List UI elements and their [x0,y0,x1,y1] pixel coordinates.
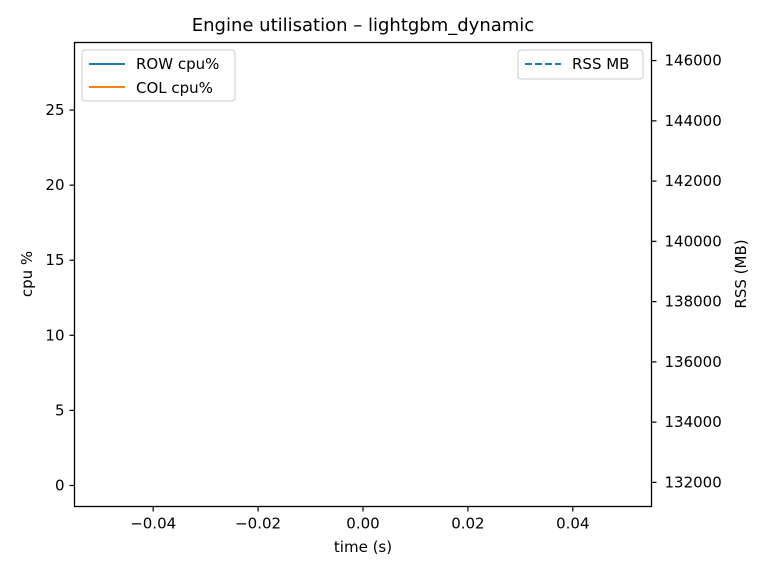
y-right-tick-label: 138000 [665,293,722,311]
legend-rss-label: RSS MB [572,55,629,73]
y-right-tick-label: 132000 [665,473,722,491]
y-right-tick-label: 136000 [665,353,722,371]
y-tick-label: 25 [45,101,64,119]
x-tick-label: 0.04 [556,515,589,533]
plot-area-frame [73,41,653,508]
x-tick-label: −0.02 [235,515,281,533]
legend-row-cpu-label: ROW cpu% [136,55,219,73]
legend-right-box [517,49,644,80]
x-tick-label: −0.04 [130,515,176,533]
legend-col-cpu-label: COL cpu% [136,79,213,97]
x-tick-label: 0.00 [346,515,379,533]
x-tick-label: 0.02 [451,515,484,533]
legend-right: RSS MB [517,49,644,80]
y-axis-label: cpu % [18,251,36,297]
legend-left-box [81,49,236,102]
y-right-tick-label: 140000 [665,232,722,250]
y-tick-label: 10 [45,326,64,344]
y-axis-ticks: 0 5 10 15 20 25 [45,101,75,494]
x-axis-label: time (s) [334,538,392,556]
y-tick-label: 20 [45,176,64,194]
y-right-axis-label: RSS (MB) [732,239,750,308]
legend-left: ROW cpu% COL cpu% [81,49,236,102]
y-tick-label: 15 [45,251,64,269]
y-right-tick-label: 146000 [665,52,722,70]
y-right-axis-ticks: 132000 134000 136000 138000 140000 142000 1440… [651,52,722,491]
y-right-tick-label: 144000 [665,112,722,130]
y-tick-label: 5 [55,401,65,419]
y-right-tick-label: 134000 [665,413,722,431]
x-axis-ticks: −0.04 −0.02 0.00 0.02 0.04 [130,506,590,533]
y-tick-label: 0 [55,476,65,494]
y-right-tick-label: 142000 [665,172,722,190]
chart-title: Engine utilisation – lightgbm_dynamic [192,15,534,36]
